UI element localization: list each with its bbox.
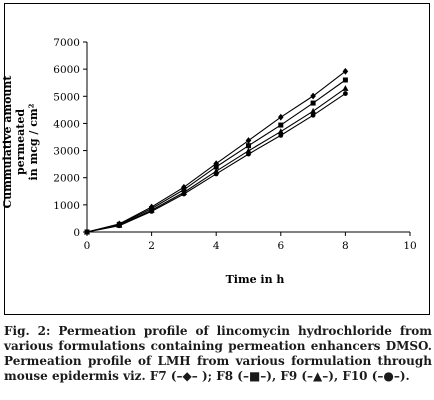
series-line-f7	[86, 70, 346, 233]
x-tick-label: 4	[213, 240, 220, 252]
data-point-f10	[84, 229, 90, 235]
x-tick-label: 0	[84, 240, 91, 252]
x-tick-label: 2	[148, 240, 155, 252]
chart-axes: 0 2 4 6 8 10 0 1000 2000 3000 4000 5000 6000 7000	[53, 37, 416, 252]
data-point-f10	[246, 151, 251, 157]
data-point-f9	[342, 85, 349, 91]
data-point-f7	[213, 160, 219, 167]
series-f7	[84, 67, 349, 236]
y-tick-label: 5000	[53, 91, 80, 103]
x-axis-title: Time in h	[225, 273, 285, 286]
data-point-f9	[310, 107, 317, 114]
data-point-f7	[278, 113, 284, 121]
data-point-f10	[213, 171, 219, 177]
data-point-f8	[278, 122, 284, 128]
y-tick-label: 7000	[53, 37, 80, 49]
y-tick-label: 4000	[53, 118, 80, 130]
y-tick-label: 0	[73, 227, 80, 239]
data-point-f10	[149, 208, 155, 214]
data-point-f10	[343, 91, 348, 96]
data-point-f8	[310, 100, 316, 106]
chart-series	[83, 67, 349, 236]
y-axis-title: Cummulative amount permeated in mcg / cm…	[1, 62, 41, 222]
data-point-f10	[116, 223, 122, 229]
data-point-f8	[213, 164, 219, 170]
x-tick-label: 6	[277, 240, 284, 252]
data-point-f7	[342, 67, 349, 75]
data-point-f10	[181, 191, 187, 197]
data-point-f10	[278, 132, 284, 138]
y-tick-label: 1000	[53, 200, 80, 212]
figure-caption: Fig. 2: Permeation profile of lincomycin…	[4, 324, 432, 383]
data-point-f8	[246, 143, 251, 149]
x-tick-label: 8	[342, 240, 349, 252]
data-point-f7	[245, 137, 252, 144]
data-point-f10	[310, 112, 316, 118]
line-chart: 0 2 4 6 8 10 0 1000 2000 3000 4000 5000 6000 7000	[53, 37, 416, 252]
series-f8	[84, 77, 348, 235]
y-tick-label: 6000	[53, 64, 80, 76]
x-tick-label: 10	[403, 240, 416, 252]
data-point-f8	[342, 77, 348, 83]
series-f9	[83, 85, 349, 235]
series-f10	[84, 91, 348, 235]
y-tick-label: 2000	[53, 173, 80, 185]
y-axis-title-line1: Cummulative amount permeated	[1, 75, 27, 209]
data-point-f9	[277, 128, 284, 135]
data-point-f9	[245, 147, 252, 154]
series-line-f8	[86, 79, 346, 233]
chart-frame: 0 2 4 6 8 10 0 1000 2000 3000 4000 5000 6000 7000 Cum…	[1, 3, 430, 315]
data-point-f7	[310, 92, 316, 100]
y-tick-label: 3000	[53, 146, 80, 158]
y-axis-title-line2: in mcg / cm²	[27, 103, 40, 181]
